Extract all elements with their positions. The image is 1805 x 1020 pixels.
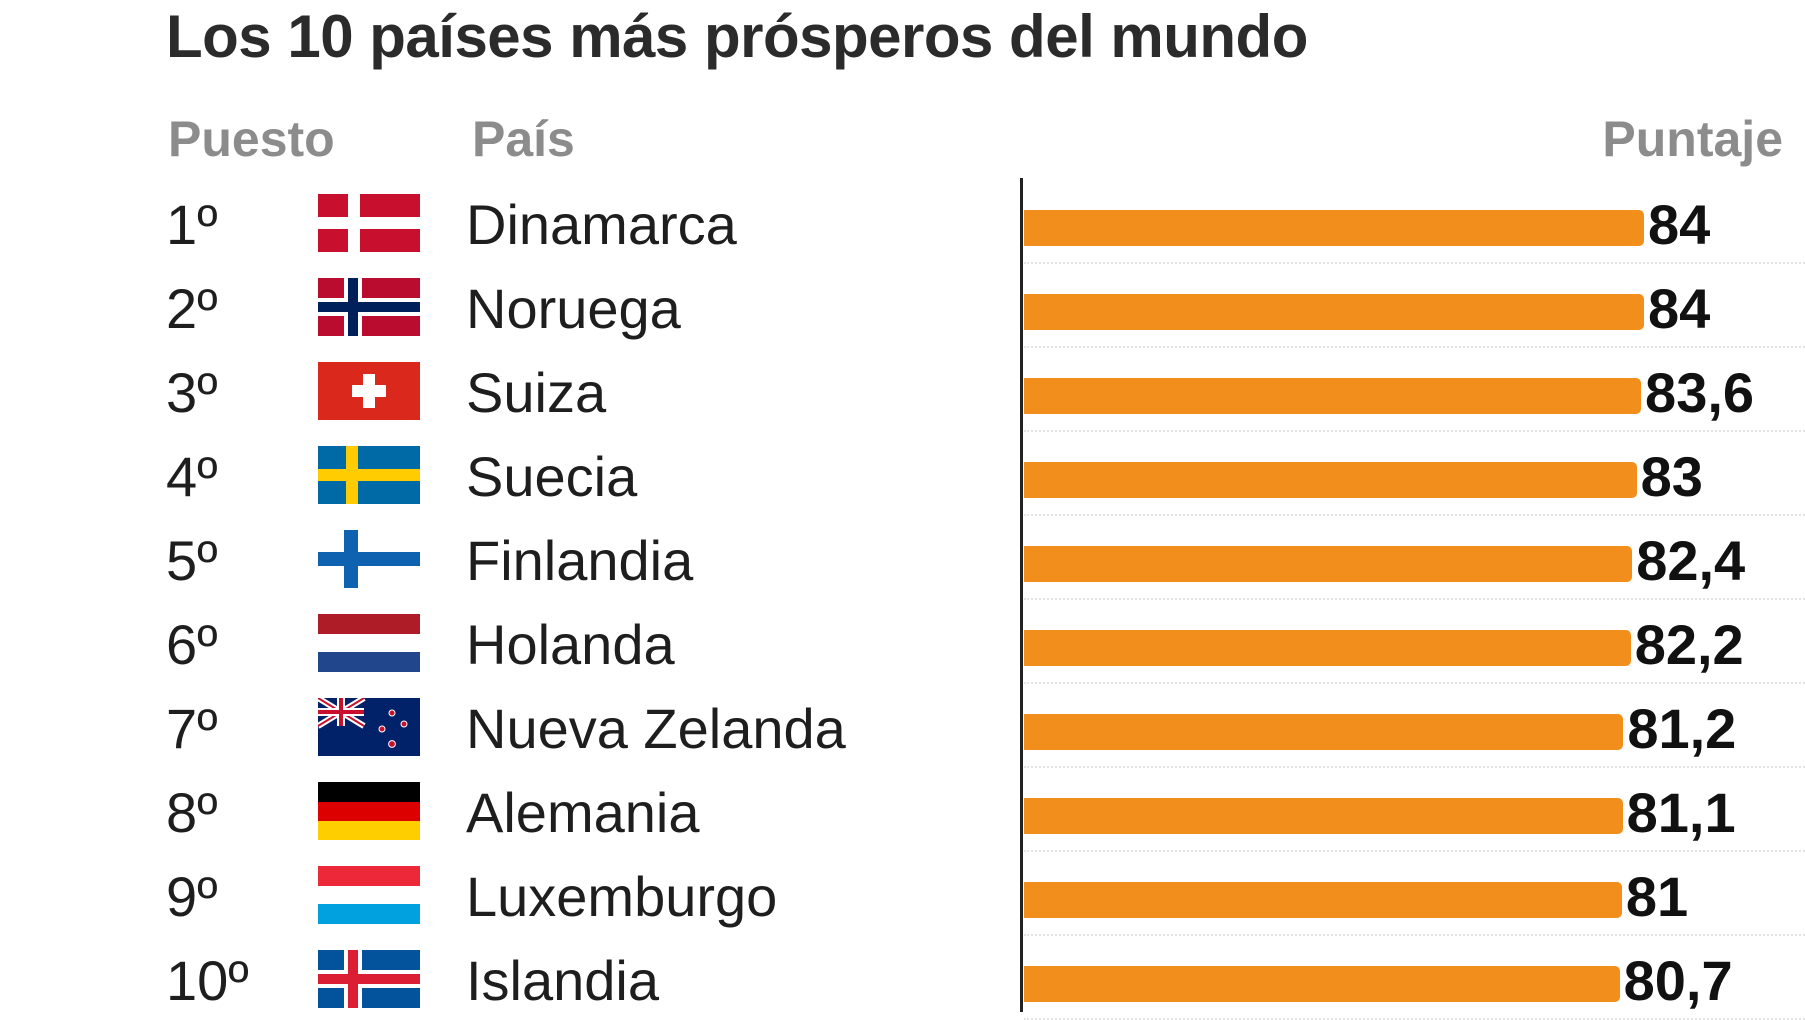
country-label: Islandia [466,949,660,1012]
new-zealand-flag-icon [318,698,420,756]
table-row: 1º Dinamarca 84 [0,180,1805,264]
bar [1024,966,1620,1002]
table-row: 3º Suiza 83,6 [0,348,1805,432]
rank-label: 4º [166,445,218,508]
country-label: Luxemburgo [466,865,778,928]
bar [1024,294,1644,330]
row-gridline [1024,850,1805,852]
country-column-header: País [472,111,575,167]
rank-column-header: Puesto [168,111,335,167]
norway-flag-icon [318,278,420,336]
netherlands-flag-icon [318,614,420,672]
iceland-flag-icon [318,950,420,1008]
row-gridline [1024,682,1805,684]
country-label: Suiza [466,361,607,424]
bar [1024,210,1644,246]
bar [1024,798,1623,834]
switzerland-flag-icon [318,362,420,420]
table-row: 8º Alemania 81,1 [0,768,1805,852]
rank-label: 10º [166,949,249,1012]
country-label: Alemania [466,781,700,844]
rank-label: 7º [166,697,218,760]
row-gridline [1024,934,1805,936]
country-label: Nueva Zelanda [466,697,846,760]
value-label: 82,4 [1636,529,1746,592]
rank-label: 6º [166,613,218,676]
bar [1024,378,1642,414]
bar [1024,882,1622,918]
bar [1024,714,1624,750]
value-label: 83,6 [1645,361,1755,424]
country-label: Holanda [466,613,675,676]
rank-label: 5º [166,529,218,592]
score-column-header: Puntaje [1602,111,1783,167]
row-gridline [1024,514,1805,516]
rank-label: 8º [166,781,218,844]
value-label: 80,7 [1623,949,1733,1012]
luxembourg-flag-icon [318,866,420,924]
rank-label: 2º [166,277,218,340]
country-label: Finlandia [466,529,694,592]
sweden-flag-icon [318,446,420,504]
table-row: 4º Suecia 83 [0,432,1805,516]
bar [1024,546,1633,582]
table-row: 2º Noruega 84 [0,264,1805,348]
country-label: Noruega [466,277,681,340]
value-label: 84 [1648,193,1711,256]
rank-label: 1º [166,193,218,256]
country-label: Suecia [466,445,638,508]
row-gridline [1024,598,1805,600]
value-label: 81 [1625,865,1689,928]
table-row: 9º Luxemburgo 81 [0,852,1805,936]
row-gridline [1024,766,1805,768]
row-gridline [1024,430,1805,432]
finland-flag-icon [318,530,420,588]
table-row: 6º Holanda 82,2 [0,600,1805,684]
value-label: 83 [1640,445,1703,508]
rank-label: 3º [166,361,218,424]
value-label: 81,2 [1627,697,1737,760]
chart-title: Los 10 países más prósperos del mundo [166,3,1308,70]
germany-flag-icon [318,782,420,840]
table-row: 5º Finlandia 82,4 [0,516,1805,600]
bar [1024,462,1637,498]
table-row: 7º Nueva Zelanda 81,2 [0,684,1805,768]
row-gridline [1024,346,1805,348]
bar [1024,630,1631,666]
value-label: 82,2 [1634,613,1744,676]
country-label: Dinamarca [466,193,737,256]
row-gridline [1024,262,1805,264]
rank-label: 9º [166,865,218,928]
axis-line [1020,178,1023,1012]
value-label: 84 [1648,277,1711,340]
denmark-flag-icon [318,194,420,252]
value-label: 81,1 [1626,781,1736,844]
table-row: 10º Islandia 80,7 [0,936,1805,1020]
